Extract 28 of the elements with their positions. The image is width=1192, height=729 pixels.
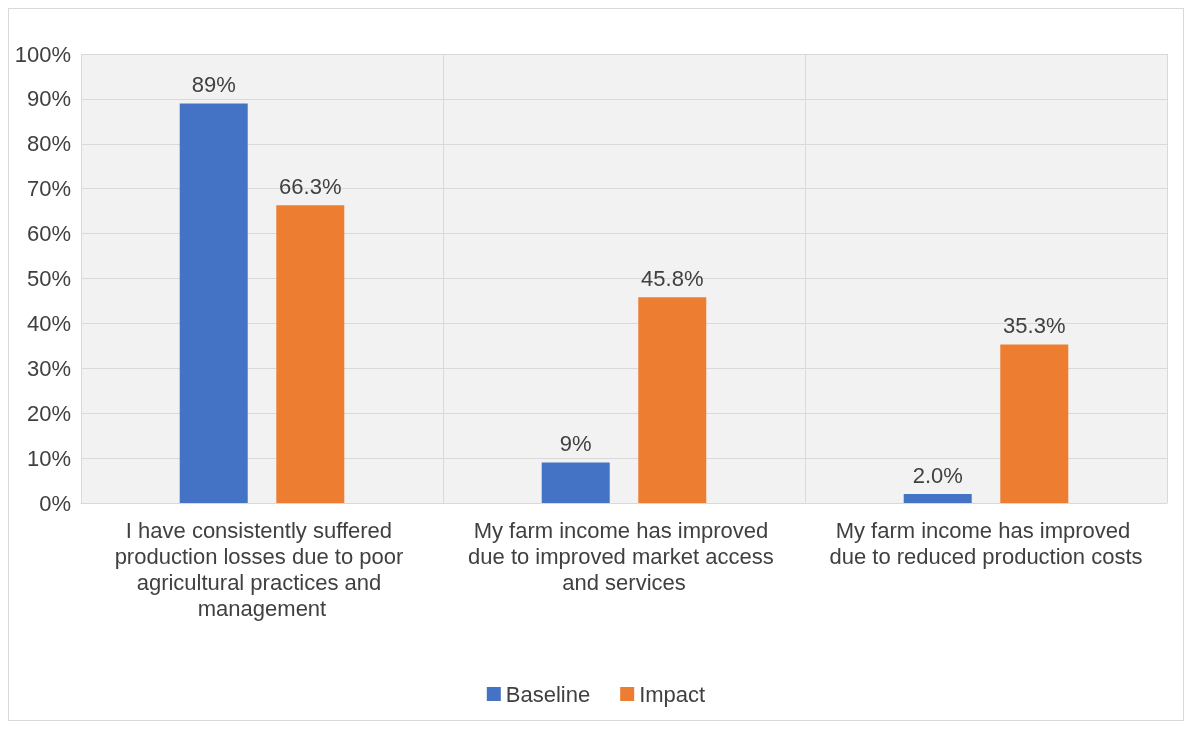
y-tick-label: 50% [26,266,71,291]
bar [179,103,248,503]
y-tick-label: 40% [26,310,71,336]
y-tick-label: 0% [39,490,71,516]
y-tick-label: 60% [26,221,71,247]
x-tick-label: I have consistently suffered production losses due to poor agricultural practices and management [114,517,410,621]
y-tick-label: 80% [26,131,71,157]
legend-label: Impact [639,681,706,707]
data-label: 66.3% [279,173,342,199]
y-tick-label: 90% [26,86,71,112]
legend-label: Baseline [505,681,591,707]
data-label: 89% [191,71,236,97]
bar [276,205,345,503]
bar [541,462,610,503]
bar [638,297,707,503]
y-tick-label: 30% [26,355,71,381]
y-tick-label: 20% [26,400,71,426]
y-tick-label: 10% [26,445,71,471]
x-tick-label: My farm income has improved due to reduced production costs [829,517,1143,569]
y-tick-label: 100% [14,41,71,67]
bar [1000,344,1069,503]
data-label: 2.0% [912,462,963,488]
data-label: 9% [559,431,592,457]
data-label: 35.3% [1003,313,1066,338]
y-tick-label: 70% [26,176,71,202]
bar [903,494,972,503]
data-label: 45.8% [641,265,704,291]
x-tick-label: My farm income has improved due to improved market access and services [468,517,780,595]
